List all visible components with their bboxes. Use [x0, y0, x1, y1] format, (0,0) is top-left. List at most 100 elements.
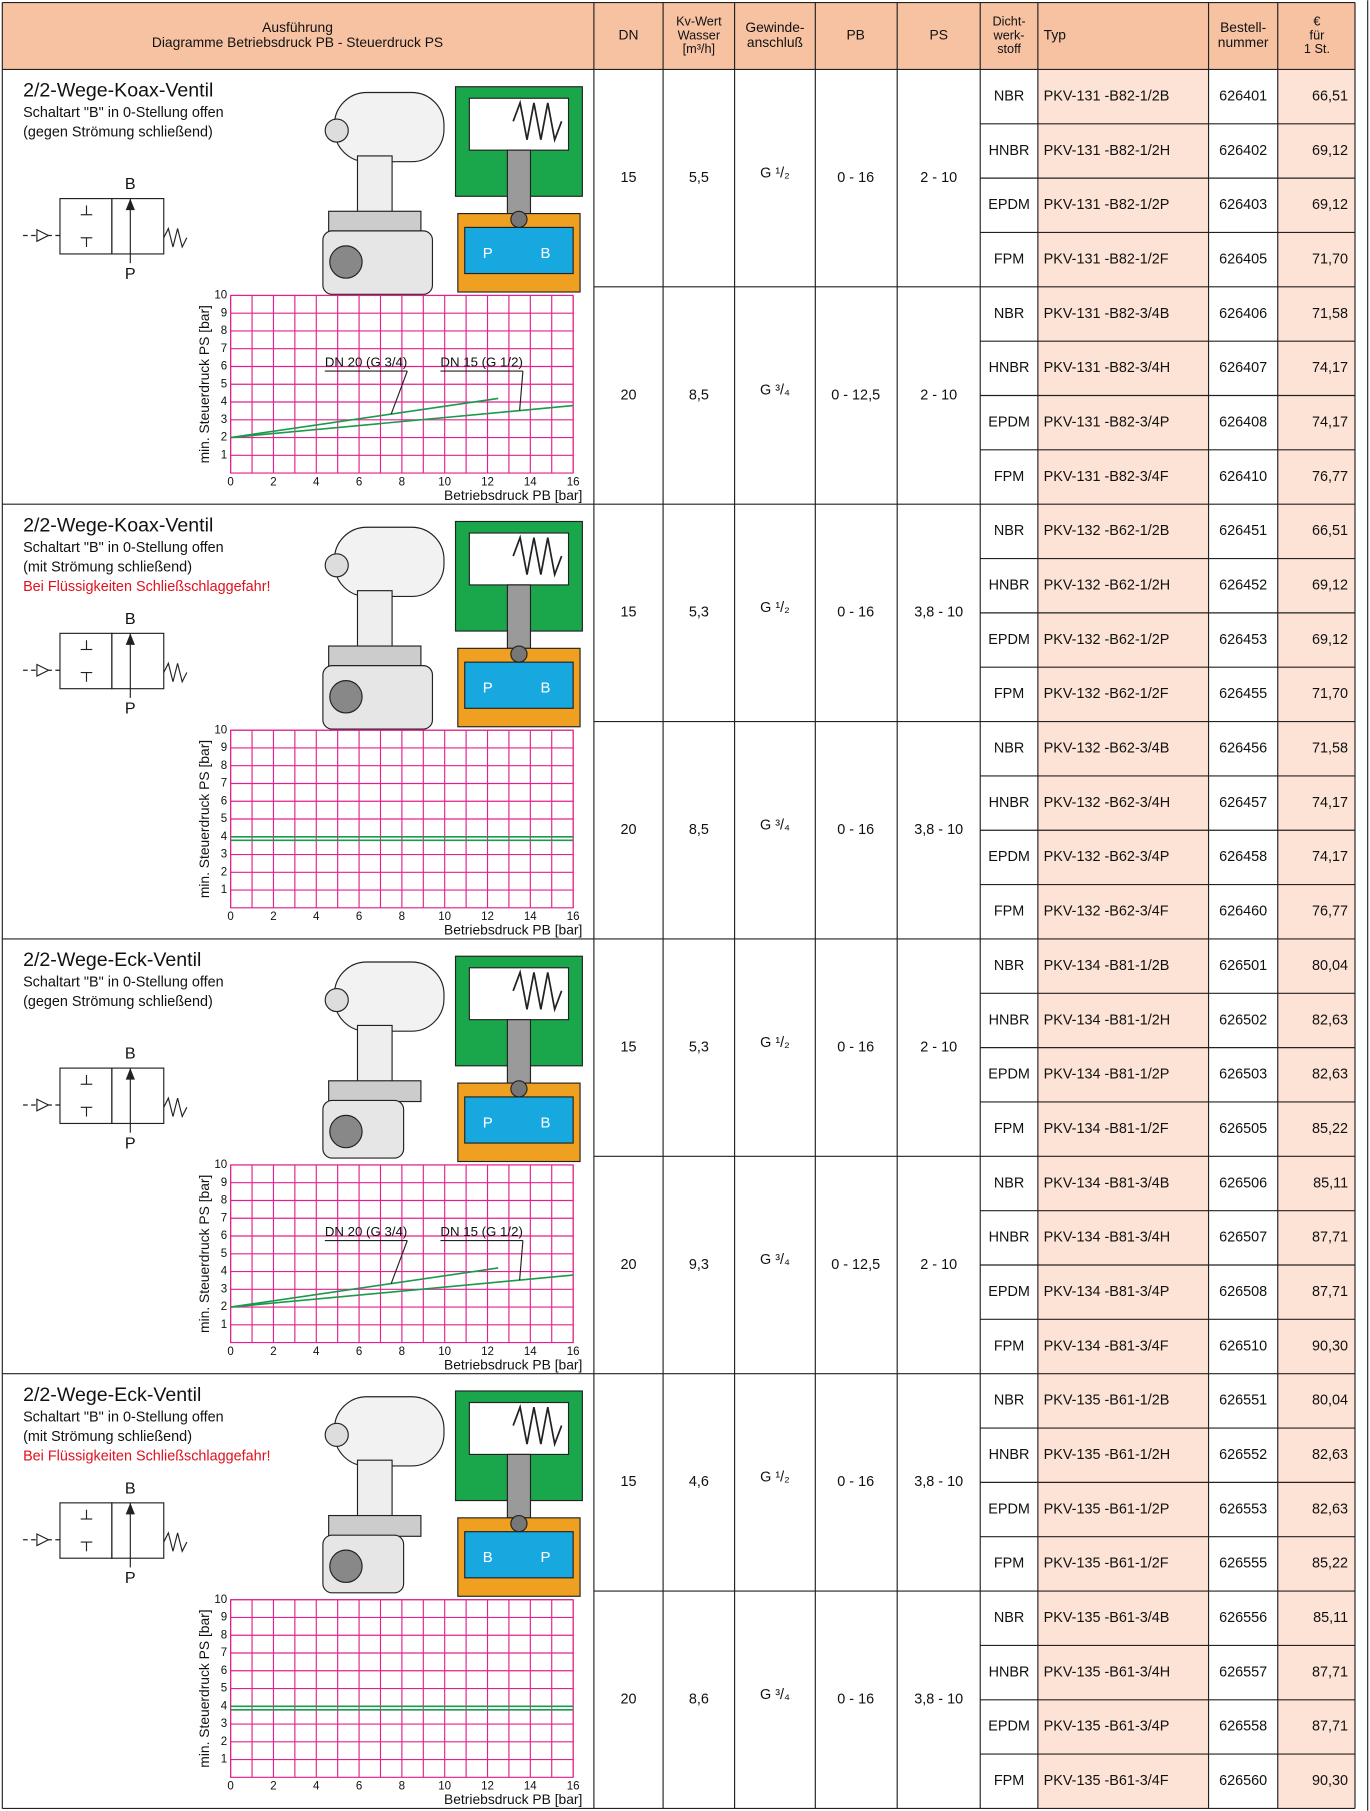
cell-ps: 2 - 10	[920, 1039, 957, 1055]
y-tick-label: 8	[221, 325, 227, 337]
x-tick-label: 4	[313, 1781, 320, 1793]
x-tick-label: 16	[567, 1346, 580, 1358]
cutaway-label: P	[483, 245, 493, 262]
x-tick-label: 4	[313, 1346, 320, 1358]
cell-material: NBR	[994, 88, 1024, 104]
x-tick-label: 12	[481, 476, 494, 488]
header-label: PB	[846, 27, 864, 43]
cell-ps: 2 - 10	[920, 170, 957, 186]
cell-type: PKV-131 -B82-1/2B	[1044, 88, 1170, 104]
cell-gewinde: G ¹/₂	[760, 1470, 790, 1486]
cell-type: PKV-131 -B82-1/2P	[1044, 197, 1170, 213]
cutaway-ball	[510, 645, 528, 663]
symbol-label: P	[125, 1134, 136, 1152]
cell-ps: 3,8 - 10	[914, 605, 963, 621]
cell-material: HNBR	[989, 360, 1030, 376]
group-description: Schaltart "B" in 0-Stellung offen	[23, 540, 224, 556]
series-leader	[390, 370, 408, 415]
cell-material: EPDM	[988, 197, 1030, 213]
y-tick-label: 10	[214, 1594, 227, 1606]
cell-type: PKV-131 -B82-3/4B	[1044, 306, 1170, 322]
y-tick-label: 3	[221, 414, 227, 426]
cell-order-number: 626560	[1219, 1773, 1267, 1789]
cutaway-flow	[464, 226, 574, 275]
cell-order-number: 626453	[1219, 632, 1267, 648]
valve-coil	[333, 526, 445, 598]
y-tick-label: 9	[221, 742, 227, 754]
cell-material: EPDM	[988, 1284, 1030, 1300]
cell-material: NBR	[994, 958, 1024, 974]
group-description: (mit Strömung schließend)	[23, 1429, 192, 1445]
cell-price: 90,30	[1312, 1773, 1348, 1789]
y-tick-label: 6	[221, 795, 227, 807]
symbol-box	[111, 1502, 165, 1559]
cell-dn: 15	[620, 170, 636, 186]
header-label: DN	[619, 27, 639, 43]
cell-price: 76,77	[1312, 904, 1348, 920]
y-axis-label: min. Steuerdruck PS [bar]	[196, 1175, 212, 1333]
valve-flange	[328, 210, 422, 233]
valve-plug	[324, 118, 349, 143]
group-description: Schaltart "B" in 0-Stellung offen	[23, 1409, 224, 1425]
x-tick-label: 14	[524, 1346, 537, 1358]
cell-ps: 3,8 - 10	[914, 1692, 963, 1708]
cell-gewinde: G ¹/₂	[760, 165, 790, 181]
series-label: DN 20 (G 3/4)	[325, 1224, 407, 1239]
cell-type: PKV-135 -B61-3/4P	[1044, 1719, 1170, 1735]
header-label: 1 St.	[1304, 42, 1330, 56]
cell-pb: 0 - 12,5	[831, 387, 880, 403]
cell-pb: 0 - 16	[837, 1692, 874, 1708]
cell-dn: 15	[620, 1474, 636, 1490]
cell-order-number: 626403	[1219, 197, 1267, 213]
cell-price: 74,17	[1312, 795, 1348, 811]
cell-order-number: 626557	[1219, 1664, 1267, 1680]
valve-port	[329, 1114, 363, 1149]
y-tick-label: 1	[221, 1319, 227, 1331]
cell-material: FPM	[994, 1556, 1024, 1572]
symbol-label: P	[125, 265, 136, 283]
x-axis-label: Betriebsdruck PB [bar]	[444, 1791, 582, 1807]
symbol-arrowhead	[125, 633, 135, 645]
cell-ps: 3,8 - 10	[914, 1474, 963, 1490]
header-bg	[2, 2, 1356, 70]
cell-price: 69,12	[1312, 143, 1348, 159]
cell-type: PKV-132 -B62-3/4F	[1044, 904, 1169, 920]
cell-material: FPM	[994, 1121, 1024, 1137]
cell-dn: 20	[620, 822, 636, 838]
cell-price: 74,17	[1312, 849, 1348, 865]
x-tick-label: 6	[356, 911, 362, 923]
x-tick-label: 16	[567, 1781, 580, 1793]
cell-material: HNBR	[989, 795, 1030, 811]
y-tick-label: 9	[221, 1612, 227, 1624]
cell-type: PKV-134 -B81-1/2B	[1044, 958, 1170, 974]
symbol-arrowhead	[125, 198, 135, 211]
cell-material: FPM	[994, 904, 1024, 920]
cell-price: 76,77	[1312, 469, 1348, 485]
x-tick-label: 8	[399, 1346, 405, 1358]
symbol-pilot-triangle	[36, 228, 50, 243]
x-tick-label: 6	[356, 1346, 362, 1358]
cell-ps: 3,8 - 10	[914, 822, 963, 838]
header-label: Diagramme Betriebsdruck PB - Steuerdruck…	[152, 34, 443, 50]
y-tick-label: 4	[221, 396, 228, 408]
cutaway-flow	[464, 661, 574, 709]
cell-pb: 0 - 16	[837, 170, 874, 186]
y-tick-label: 10	[214, 290, 227, 302]
y-tick-label: 4	[221, 1700, 228, 1712]
cell-kv: 8,6	[689, 1692, 709, 1708]
valve-flange	[328, 1080, 422, 1103]
cutaway-label: P	[483, 680, 493, 697]
series-leader	[390, 1240, 408, 1284]
header-label: Wasser	[678, 28, 721, 42]
y-tick-label: 5	[221, 1248, 227, 1260]
symbol-pilot-triangle	[36, 1098, 50, 1112]
cell-price: 69,12	[1312, 632, 1348, 648]
y-axis-label: min. Steuerdruck PS [bar]	[196, 1609, 212, 1767]
cell-dn: 20	[620, 1692, 636, 1708]
valve-neck	[356, 1024, 393, 1084]
cell-pb: 0 - 16	[837, 1039, 874, 1055]
cell-type: PKV-131 -B82-1/2F	[1044, 251, 1169, 267]
header-label: €	[1313, 14, 1320, 28]
